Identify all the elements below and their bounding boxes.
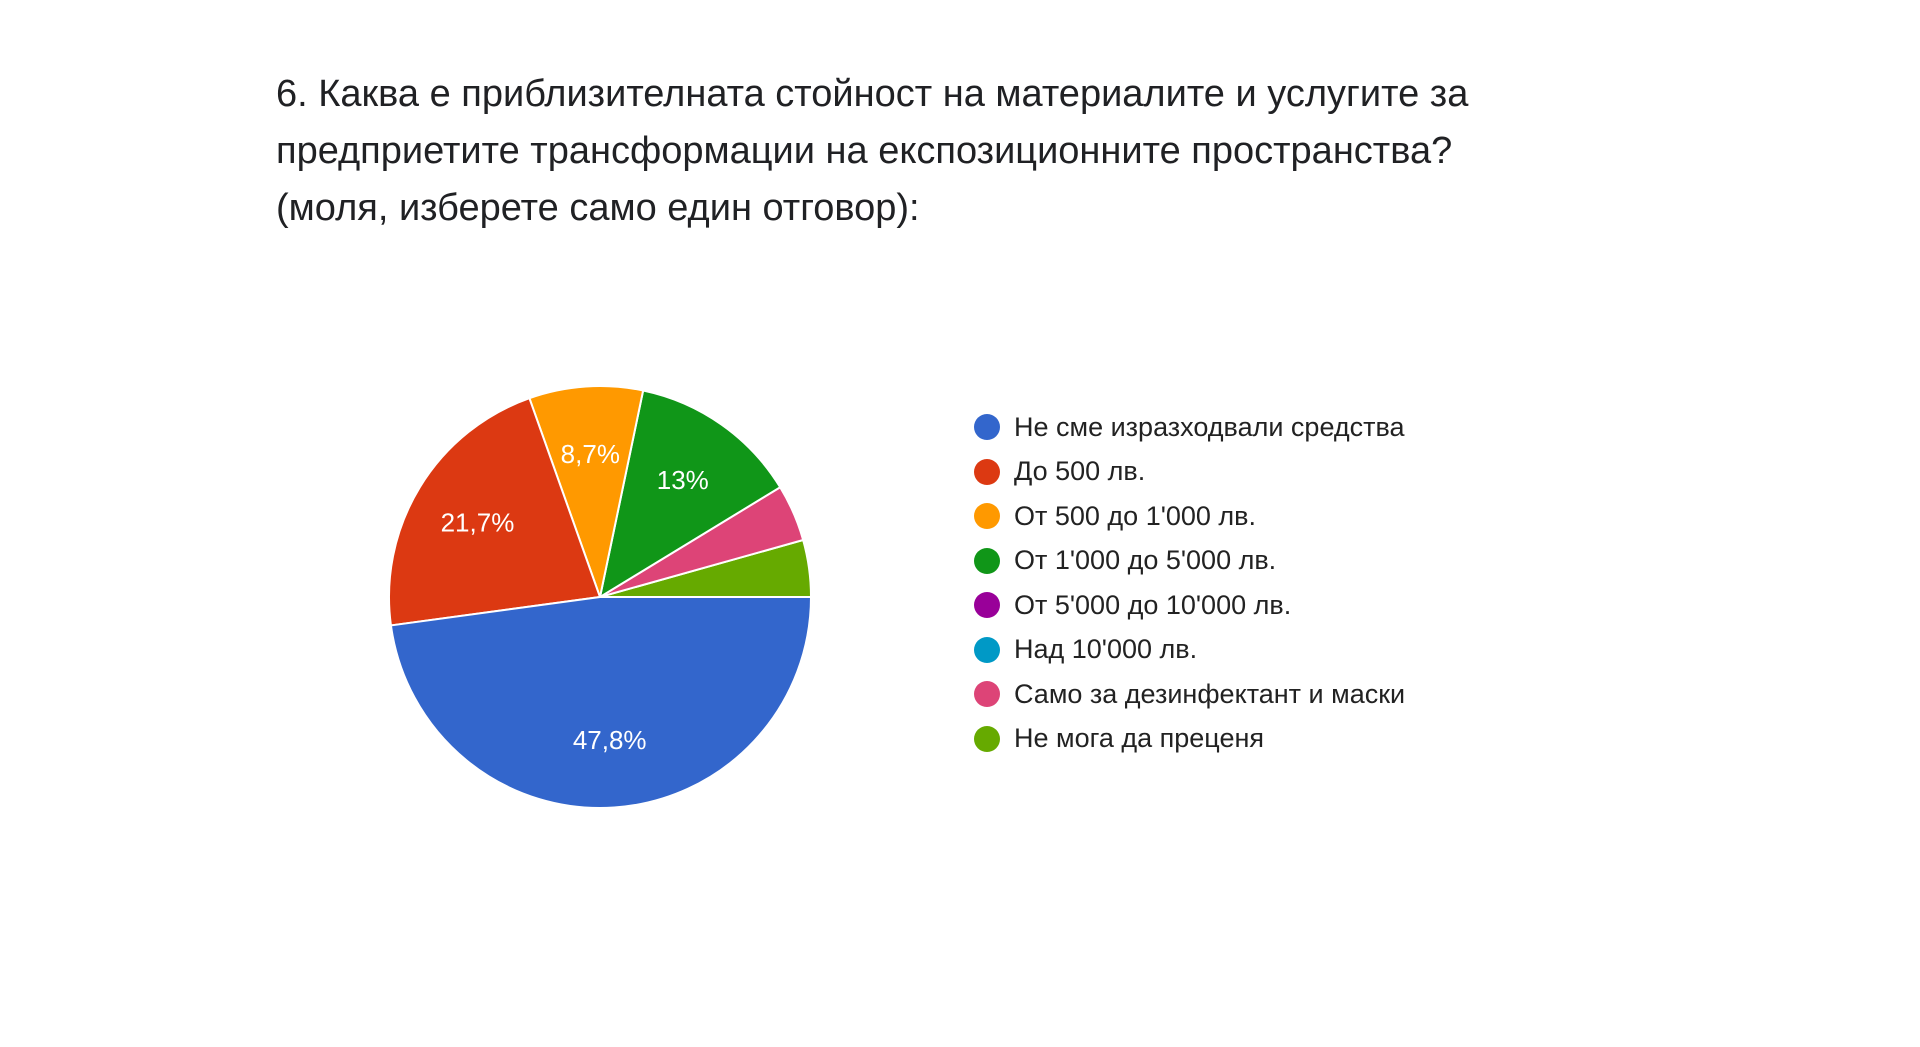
- legend-item: От 1'000 до 5'000 лв.: [974, 539, 1405, 584]
- pie-slice: [389, 596, 813, 809]
- legend-item: Не сме изразходвали средства: [974, 405, 1405, 450]
- legend-swatch: [974, 414, 1000, 441]
- legend-item: Не мога да преценя: [974, 717, 1405, 762]
- legend-swatch: [974, 458, 1000, 485]
- legend-label: От 5'000 до 10'000 лв.: [1014, 589, 1292, 620]
- legend-label: Над 10'000 лв.: [1014, 634, 1198, 665]
- legend-label: От 1'000 до 5'000 лв.: [1014, 545, 1277, 576]
- legend-swatch: [974, 592, 1000, 619]
- legend-swatch: [974, 725, 1000, 752]
- pie-slice: [388, 396, 602, 627]
- legend-swatch: [974, 503, 1000, 530]
- legend-item: До 500 лв.: [974, 450, 1405, 495]
- legend-item: Над 10'000 лв.: [974, 628, 1405, 673]
- slice-label: 8,7%: [561, 439, 620, 469]
- legend-item: Само за дезинфектант и маски: [974, 672, 1405, 717]
- pie-slice: [598, 389, 782, 600]
- legend-label: До 500 лв.: [1014, 456, 1146, 487]
- legend-swatch: [974, 636, 1000, 663]
- pie-slice: [528, 385, 645, 601]
- slice-label: 47,8%: [573, 725, 647, 755]
- legend-swatch: [974, 547, 1000, 574]
- legend-label: Само за дезинфектант и маски: [1014, 678, 1406, 709]
- legend-label: Не сме изразходвали средства: [1014, 411, 1405, 442]
- legend-swatch: [974, 681, 1000, 708]
- legend-label: Не мога да преценя: [1014, 723, 1265, 754]
- legend-item: От 5'000 до 10'000 лв.: [974, 583, 1405, 628]
- question-title: 6. Каква е приблизителната стойност на м…: [276, 73, 1469, 229]
- legend-item: От 500 до 1'000 лв.: [974, 494, 1405, 539]
- slice-label: 13%: [657, 465, 709, 495]
- legend-label: От 500 до 1'000 лв.: [1014, 500, 1257, 531]
- chart-legend: Не сме изразходвали средства До 500 лв. От…: [974, 405, 1405, 761]
- slice-label: 21,7%: [441, 507, 515, 537]
